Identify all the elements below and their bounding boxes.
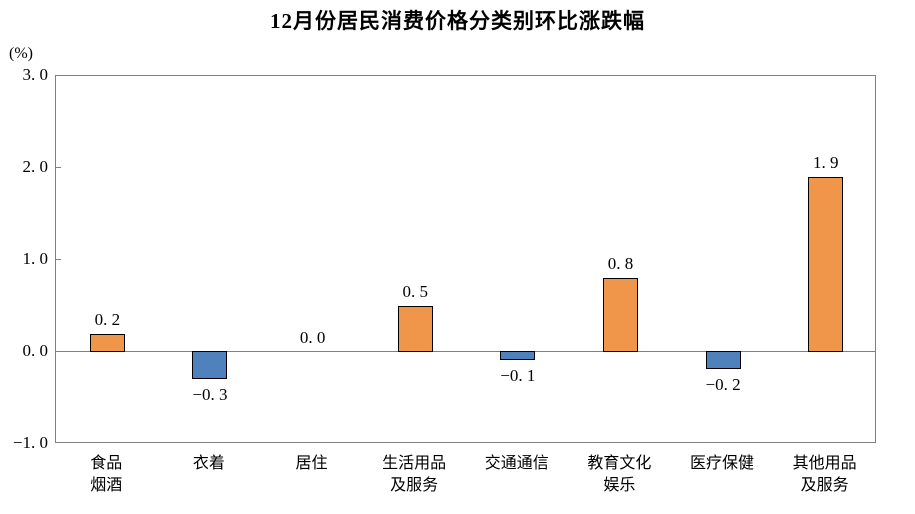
y-axis-tick-label: 0. 0	[22, 341, 49, 360]
y-axis-tick-label: 2. 0	[22, 157, 49, 176]
x-axis-category-label-其他用品及服务: 其他用品 及服务	[765, 453, 885, 497]
x-axis-category-label-食品烟酒: 食品 烟酒	[46, 453, 166, 497]
y-axis-tick-mark	[56, 259, 61, 260]
bar-教育文化娱乐	[602, 278, 638, 352]
bar-生活用品及服务	[397, 306, 433, 352]
zero-axis-line	[56, 351, 875, 352]
bar-value-label: 0. 2	[94, 309, 121, 329]
x-axis-category-label-居住: 居住	[252, 453, 372, 475]
x-axis-category-label-line: 生活用品	[382, 455, 447, 472]
y-axis-tick-label: 3. 0	[22, 65, 49, 84]
x-axis-category-label-教育文化娱乐: 教育文化 娱乐	[559, 453, 679, 497]
x-axis-category-label-line: 烟酒	[90, 477, 123, 494]
bar-value-label: 0. 0	[299, 328, 326, 347]
y-axis-tick-label: 1. 0	[22, 249, 49, 268]
bar-value-label: 0. 5	[402, 282, 428, 301]
x-axis-category-label-line: 食品	[90, 455, 123, 472]
x-axis-category-label-衣着: 衣着	[149, 453, 269, 475]
x-axis-category-label-医疗保健: 医疗保健	[662, 453, 782, 475]
y-axis-tick-label: −1. 0	[12, 433, 48, 452]
bar-value-label: −0. 2	[705, 375, 741, 395]
y-axis-tick-mark	[56, 167, 61, 168]
x-axis-category-label-line: 及服务	[800, 477, 849, 494]
x-axis-category-label-line: 居住	[295, 455, 328, 472]
chart-title: 12月份居民消费价格分类别环比涨跌幅	[270, 9, 645, 33]
bar-value-label: −0. 1	[500, 366, 536, 386]
bar-医疗保健	[705, 351, 741, 370]
x-axis-category-label-line: 娱乐	[603, 477, 636, 494]
x-axis-category-label-line: 教育文化	[587, 455, 652, 472]
y-axis-unit-label: (%)	[9, 45, 33, 62]
x-axis-category-label-line: 交通通信	[484, 455, 549, 472]
bar-衣着	[192, 351, 228, 379]
x-axis-category-label-交通通信: 交通通信	[457, 453, 577, 475]
bar-交通通信	[500, 351, 536, 361]
bar-食品烟酒	[89, 333, 125, 352]
bar-value-label: −0. 3	[192, 384, 228, 404]
x-axis-category-label-line: 医疗保健	[690, 455, 755, 472]
x-axis-category-label-line: 衣着	[192, 455, 225, 472]
x-axis-category-label-line: 其他用品	[792, 455, 857, 472]
plot-area: 0. 2 −0. 3 0. 0 0. 5 −0. 1 0. 8 −0. 2 1. 9	[55, 75, 876, 443]
x-axis-category-label-生活用品及服务: 生活用品 及服务	[354, 453, 474, 497]
bar-其他用品及服务	[808, 177, 844, 352]
x-axis-category-label-line: 及服务	[390, 477, 439, 494]
bar-value-label: 0. 8	[607, 254, 634, 274]
bar-value-label: 1. 9	[812, 153, 839, 173]
